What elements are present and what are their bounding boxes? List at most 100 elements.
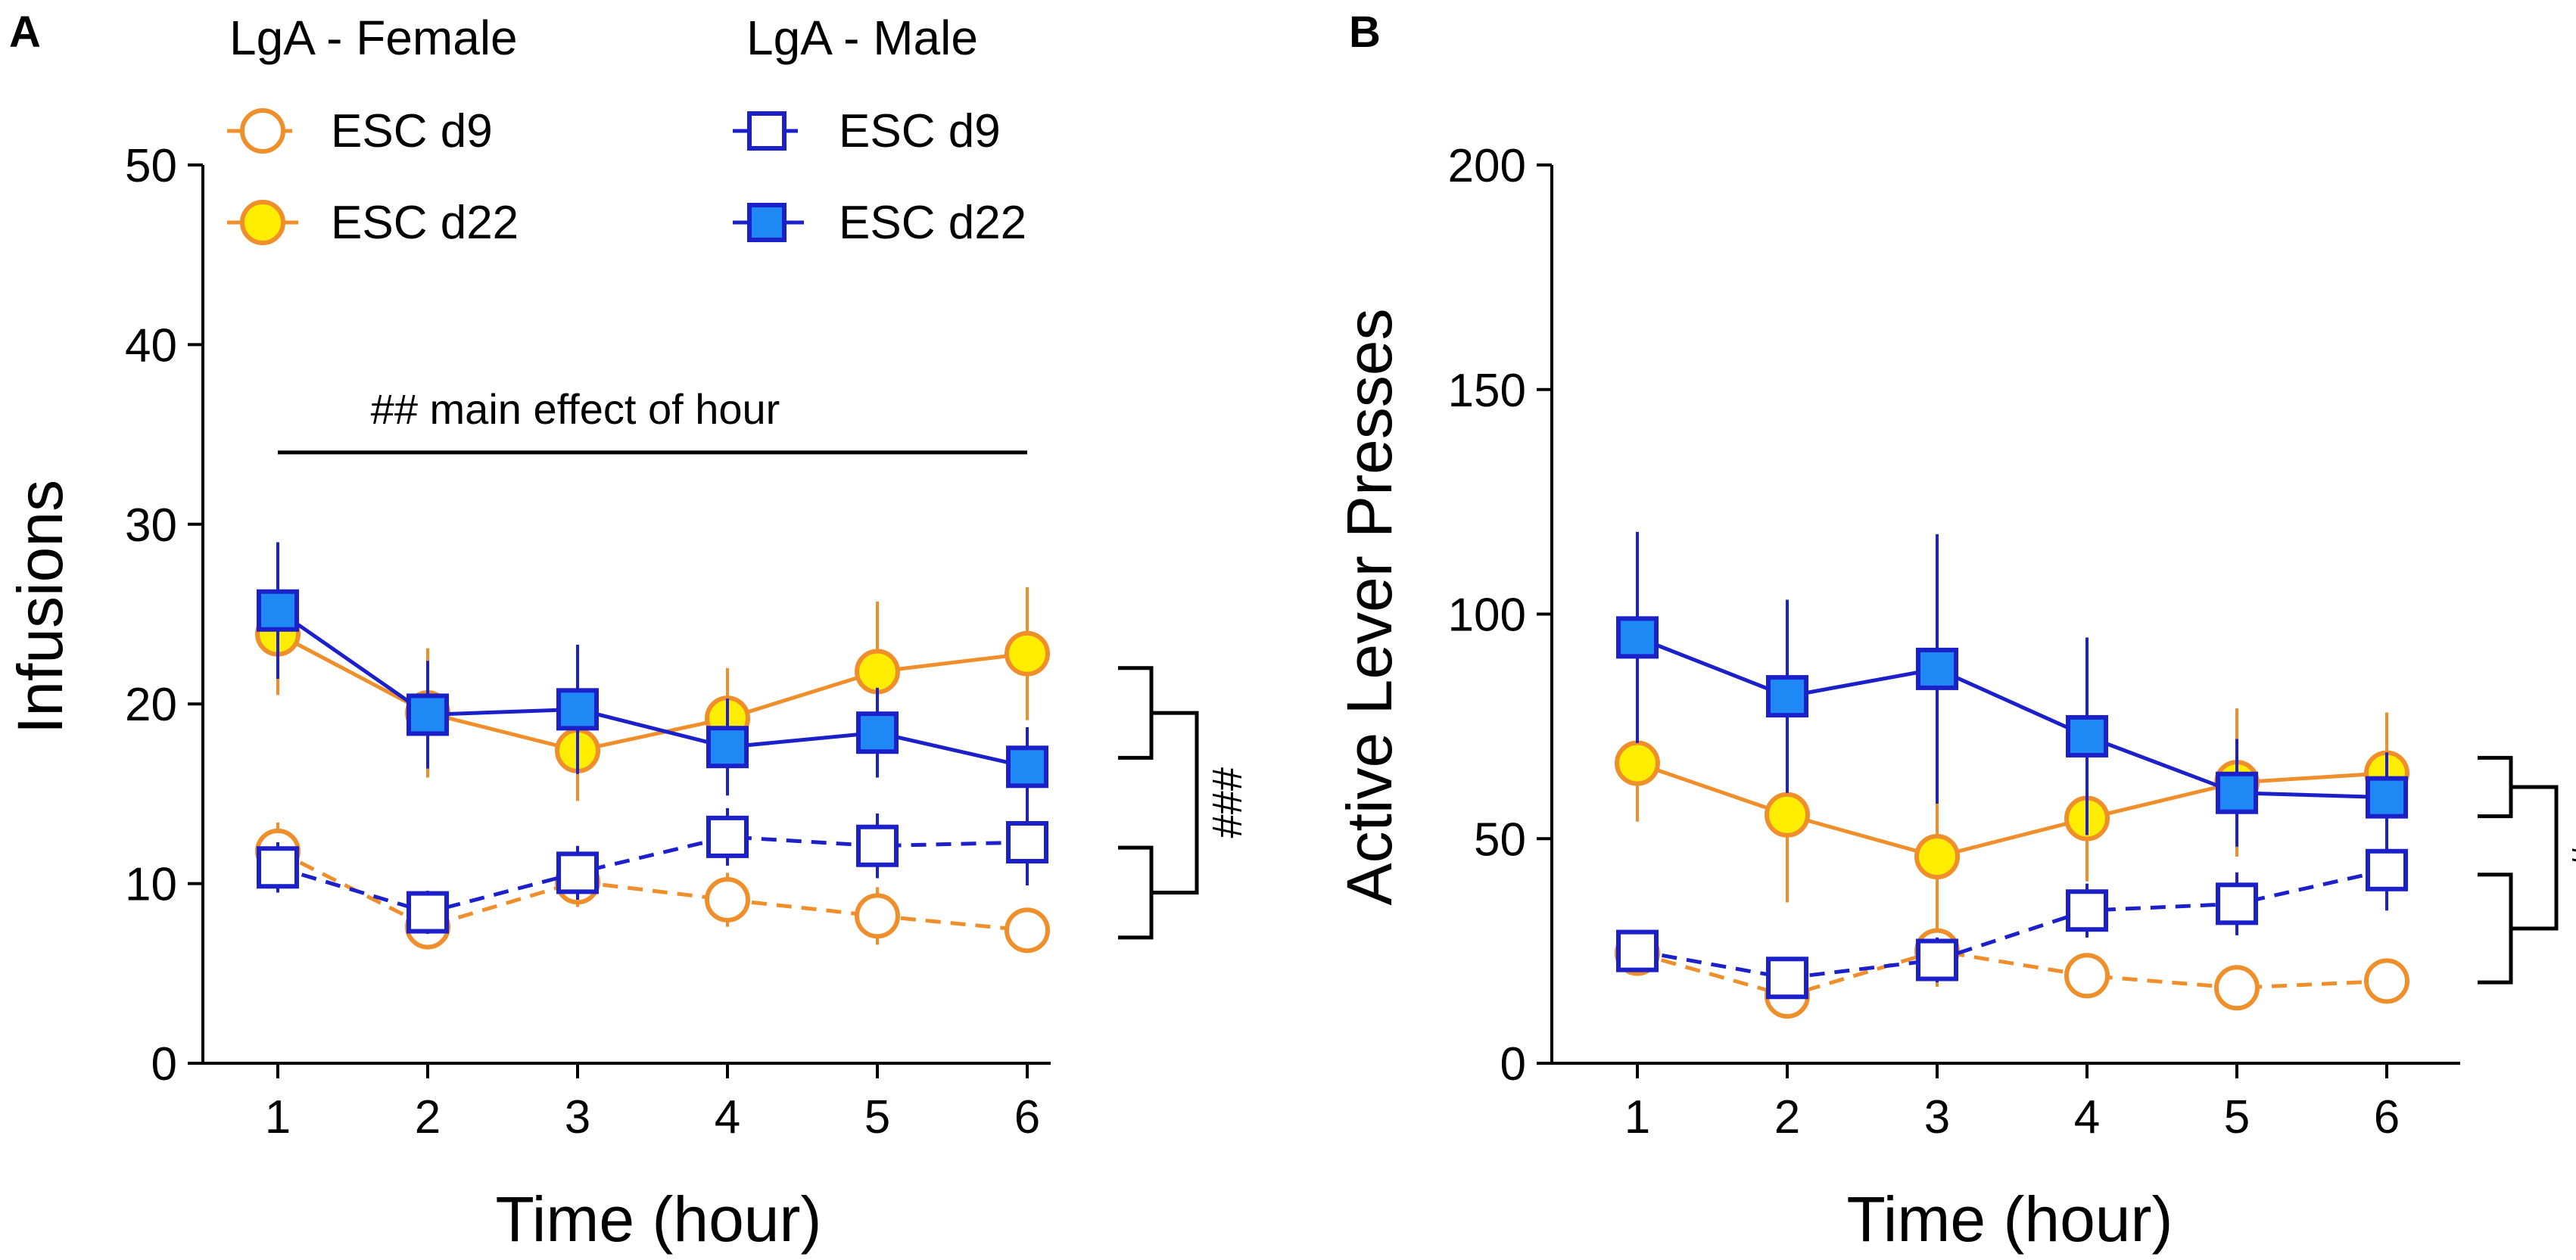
- panel-b-series-line: [1637, 636, 2388, 800]
- panel-a-y-axis-title: Infusions: [5, 480, 76, 734]
- panel-b-series-female-d9: [1615, 915, 2409, 1019]
- panel-a-y-tick-label: 20: [125, 679, 177, 731]
- panel-a-bracket-significance-label: ###: [1204, 767, 1251, 838]
- panel-b-series-line: [1637, 761, 2388, 859]
- panel-b-x-tick-label: 1: [1624, 1091, 1650, 1143]
- panel-b-data-point: [1914, 833, 1960, 879]
- panel-a-data-point: [406, 891, 449, 934]
- panel-a-x-tick-label: 6: [1014, 1091, 1040, 1143]
- panel-b-x-axis-title: Time (hour): [1847, 1184, 2173, 1255]
- legend-entry-male-d22: ESC d22: [733, 197, 1026, 249]
- panel-b-series-male-d9: [1616, 829, 2408, 1000]
- panel-a-series-female-d22: [255, 572, 1050, 801]
- panel-a-data-point: [1005, 630, 1050, 677]
- panel-b-data-point: [1916, 647, 1958, 690]
- panel-b-y-tick-label: 200: [1448, 140, 1526, 192]
- panel-b-x-tick-label: 4: [2074, 1091, 2100, 1143]
- panel-a-data-point: [406, 693, 449, 736]
- panel-label-a: A: [9, 8, 41, 57]
- panel-b-y-tick-label: 150: [1448, 365, 1526, 417]
- panel-a-bracket-lower: [1118, 845, 1154, 940]
- legend-title-male: LgA - Male: [746, 11, 978, 65]
- panel-b-data-point: [2216, 771, 2258, 814]
- panel-b-data-point: [2366, 848, 2408, 891]
- square-filled-icon: [747, 203, 787, 242]
- panel-b-data-point: [2214, 965, 2260, 1011]
- panel-a-y-tick-label: 50: [125, 140, 177, 192]
- panel-b-data-point: [2066, 714, 2108, 758]
- panel-b-data-point: [2216, 882, 2258, 926]
- panel-b-y-axis-title: Active Lever Presses: [1334, 309, 1405, 906]
- panel-a-x-tick-label: 2: [415, 1091, 441, 1143]
- panel-b-series-line: [1637, 868, 2388, 980]
- panel-a-data-point: [855, 893, 900, 939]
- panel-a-x-tick-label: 1: [265, 1091, 291, 1143]
- panel-a-data-point: [257, 589, 299, 632]
- panel-a-y-tick-label: 30: [125, 499, 177, 552]
- panel-b-bracket-lower: [2478, 873, 2513, 985]
- circle-filled-icon: [240, 200, 285, 245]
- square-open-icon: [747, 111, 787, 151]
- panel-a-data-point: [706, 815, 749, 858]
- legend-label-female-d22: ESC d22: [331, 197, 519, 249]
- panel-a-series-line: [276, 632, 1028, 753]
- panel-a-x-tick-label: 3: [565, 1091, 590, 1143]
- panel-a-series-line: [276, 608, 1028, 769]
- panel-a-data-point: [257, 846, 299, 889]
- panel-a-data-point: [705, 876, 750, 922]
- panel-a-data-point: [556, 688, 599, 731]
- panel-a-x-tick-label: 4: [715, 1091, 740, 1143]
- panel-a-x-tick-label: 5: [864, 1091, 890, 1143]
- panel-b-y-tick-label: 100: [1448, 590, 1526, 642]
- legend: LgA - Female LgA - Male ESC d9 ESC d22 E…: [227, 11, 1026, 249]
- legend-label-male-d22: ESC d22: [839, 197, 1026, 249]
- legend-entry-male-d9: ESC d9: [733, 105, 1001, 157]
- panel-b-data-point: [1765, 792, 1810, 838]
- panel-a-data-point: [1005, 907, 1050, 954]
- panel-a-series-line: [277, 835, 1028, 915]
- panel-b-series: [1615, 531, 2409, 1019]
- panel-a-data-point: [1006, 820, 1048, 863]
- panel-b-data-point: [2066, 889, 2108, 932]
- panel-a-axes: 0 10 20 30 40 50 1 2 3 4 5 6: [125, 140, 1051, 1143]
- panel-b-series-line: [1637, 949, 2388, 998]
- panel-b-bracket-significance-label: #: [2563, 846, 2576, 870]
- panel-b-data-point: [2064, 953, 2110, 999]
- panel-b-chart: 0 50 100 150 200 1 2 3 4 5 6 # Time (hour) Active …: [1334, 140, 2576, 1255]
- panel-a-data-point: [1006, 745, 1048, 789]
- panel-b-x-tick-label: 6: [2374, 1091, 2400, 1143]
- panel-b-annotations: #: [2478, 755, 2576, 985]
- panel-b-data-point: [2364, 958, 2409, 1004]
- panel-a-series-female-d9: [255, 822, 1050, 954]
- panel-a-annotations: ## main effect of hour ###: [278, 385, 1251, 940]
- panel-b-data-point: [1616, 929, 1659, 972]
- panel-b-data-point: [1615, 740, 1660, 786]
- panel-b-series-male-d22: [1616, 531, 2408, 847]
- panel-a-series-line: [276, 849, 1028, 932]
- panel-b-data-point: [1916, 938, 1958, 982]
- circle-open-icon: [240, 108, 285, 154]
- panel-a-y-tick-label: 40: [125, 319, 177, 372]
- panel-b-x-tick-label: 3: [1924, 1091, 1950, 1143]
- panel-b-data-point: [1766, 675, 1808, 718]
- panel-b-data-point: [1616, 616, 1659, 659]
- panel-a-data-point: [856, 711, 899, 754]
- panel-a-bracket-upper: [1118, 666, 1154, 760]
- panel-b-axes: 0 50 100 150 200 1 2 3 4 5 6: [1448, 140, 2460, 1143]
- panel-a-y-tick-label: 0: [151, 1038, 177, 1090]
- panel-a-data-point: [556, 851, 599, 894]
- panel-a-data-point: [856, 824, 899, 867]
- panel-a-series-male-d22: [257, 542, 1048, 807]
- legend-title-female: LgA - Female: [229, 11, 518, 65]
- panel-a-data-point: [706, 726, 749, 769]
- panel-b-x-tick-label: 2: [1774, 1091, 1800, 1143]
- panel-b-y-tick-label: 50: [1474, 814, 1526, 866]
- panel-b-x-tick-label: 5: [2224, 1091, 2250, 1143]
- panel-b-y-tick-label: 0: [1500, 1038, 1526, 1090]
- panel-b-data-point: [1766, 957, 1808, 1000]
- panel-b-bracket-upper: [2478, 755, 2513, 819]
- panel-a-y-tick-label: 10: [125, 859, 177, 911]
- panel-a-data-point: [855, 649, 900, 695]
- panel-b-data-point: [2366, 776, 2408, 819]
